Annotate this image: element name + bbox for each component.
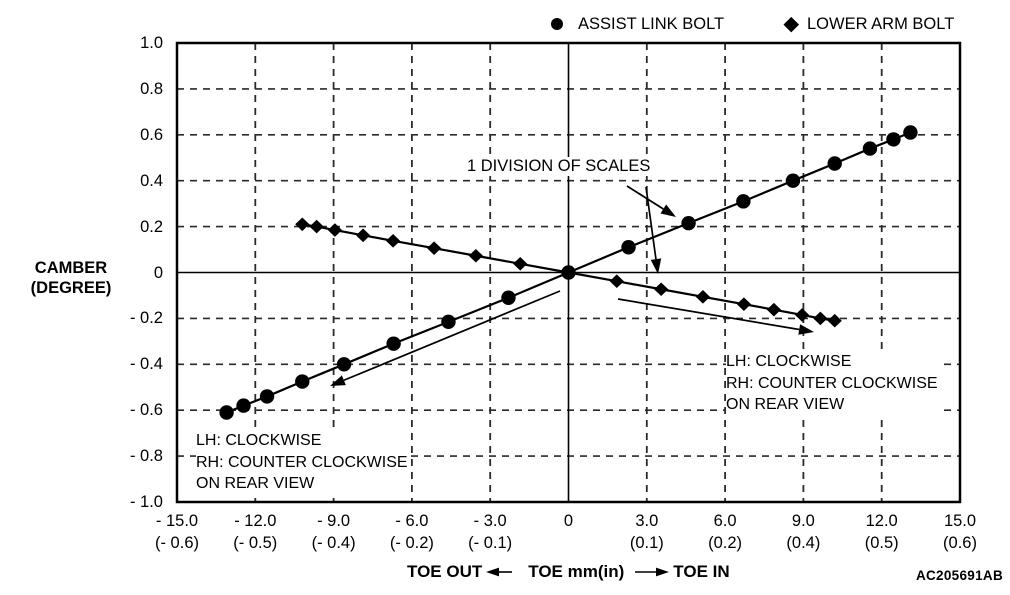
x-tick-label: 6.0 (0.2): [708, 512, 743, 552]
toe-in-arrow-icon: [635, 567, 670, 577]
x-tick-label: - 9.0 (- 0.4): [311, 512, 356, 552]
y-axis-title-line1: CAMBER: [34, 259, 108, 277]
x-tick-label: - 3.0 (- 0.1): [468, 512, 513, 552]
y-axis-title: CAMBER (DEGREE): [14, 259, 128, 298]
y-tick-label: - 0.6: [129, 401, 163, 420]
toe-axis-unit-label: TOE mm(in): [528, 562, 625, 581]
x-tick-label: - 6.0 (- 0.2): [389, 512, 434, 552]
legend-label-assist-link-bolt: ASSIST LINK BOLT: [578, 15, 725, 33]
x-tick-label: 0: [563, 512, 574, 530]
x-tick-label: 9.0 (0.4): [786, 512, 821, 552]
assist-link-bolt-marker-icon: [551, 18, 563, 30]
x-tick-label: - 12.0 (- 0.5): [233, 512, 278, 552]
y-axis-title-line2: (DEGREE): [30, 278, 112, 297]
x-tick-label: 15.0 (0.6): [943, 512, 977, 552]
y-tick-label: - 0.8: [129, 447, 163, 466]
y-tick-label: 0: [153, 263, 163, 282]
toe-out-label: TOE OUT: [407, 562, 483, 581]
left-turn-direction-note: LH: CLOCKWISE RH: COUNTER CLOCKWISE ON R…: [196, 430, 411, 495]
x-tick-label: 12.0 (0.5): [864, 512, 899, 552]
right-note-line2: RH: COUNTER CLOCKWISE: [726, 374, 938, 392]
right-turn-direction-note: LH: CLOCKWISE RH: COUNTER CLOCKWISE ON R…: [726, 351, 941, 416]
right-note-line1: LH: CLOCKWISE: [726, 353, 852, 370]
y-tick-label: - 0.2: [129, 309, 163, 328]
y-tick-label: - 1.0: [129, 493, 163, 511]
legend-label-lower-arm-bolt: LOWER ARM BOLT: [807, 15, 955, 33]
y-tick-label: 0.8: [140, 79, 163, 98]
x-tick-label: - 15.0 (- 0.6): [154, 512, 199, 552]
x-axis-title: TOE OUT TOE mm(in) TOE IN: [407, 562, 730, 582]
left-note-line2: RH: COUNTER CLOCKWISE: [196, 453, 408, 471]
toe-out-arrow-icon: [486, 567, 513, 577]
x-tick-label: 3.0 (0.1): [629, 512, 664, 552]
left-note-line3: ON REAR VIEW: [196, 475, 315, 492]
figure-code: AC205691AB: [915, 568, 1003, 583]
division-of-scales-label: 1 DIVISION OF SCALES: [464, 157, 654, 176]
left-note-line1: LH: CLOCKWISE: [196, 432, 322, 449]
y-tick-label: 0.6: [140, 125, 163, 144]
y-tick-label: 0.4: [140, 171, 163, 190]
right-note-line3: ON REAR VIEW: [726, 396, 845, 413]
y-tick-label: 0.2: [140, 217, 163, 236]
y-tick-label: - 0.4: [129, 355, 163, 374]
y-tick-label: 1.0: [140, 34, 163, 52]
toe-in-label: TOE IN: [673, 562, 730, 581]
